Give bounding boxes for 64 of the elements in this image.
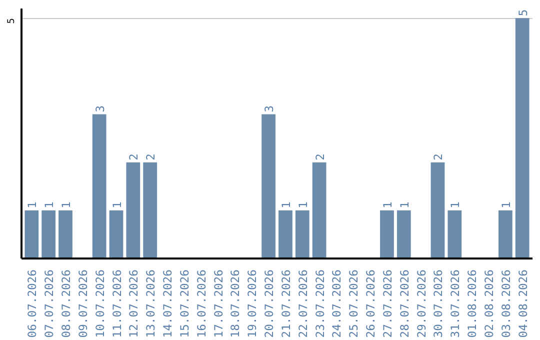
x-tick-label: 25.07.2026 — [346, 269, 361, 338]
bar — [262, 114, 276, 258]
x-tick-label: 03.08.2026 — [498, 269, 513, 338]
x-tick-label: 06.07.2026 — [25, 269, 40, 338]
x-tick-label: 02.08.2026 — [482, 269, 496, 338]
data-label: 2 — [312, 154, 327, 160]
x-tick-label: 07.07.2026 — [42, 269, 56, 338]
x-tick-label: 17.07.2026 — [211, 269, 226, 338]
bar — [42, 210, 56, 258]
x-tick-label: 24.07.2026 — [330, 269, 344, 338]
data-label: 1 — [448, 201, 462, 208]
x-tick-label: 27.07.2026 — [380, 269, 394, 338]
data-label: 1 — [498, 201, 513, 208]
data-label: 2 — [431, 154, 446, 160]
bar — [126, 162, 140, 258]
x-tick-label: 29.07.2026 — [414, 269, 428, 338]
x-tick-label: 19.07.2026 — [245, 269, 260, 338]
bar — [515, 18, 530, 258]
x-tick-label: 20.07.2026 — [262, 269, 276, 338]
bar — [380, 210, 394, 258]
data-label: 3 — [92, 105, 107, 112]
x-tick-label: 11.07.2026 — [110, 269, 124, 338]
data-label: 2 — [144, 154, 158, 160]
bar — [92, 114, 106, 258]
x-tick-label: 09.07.2026 — [76, 269, 90, 338]
data-label: 1 — [58, 201, 73, 208]
x-tick-label: 04.08.2026 — [516, 269, 530, 338]
x-tick-label: 23.07.2026 — [312, 269, 327, 338]
x-tick-label: 01.08.2026 — [465, 269, 480, 338]
x-tick-label: 13.07.2026 — [144, 269, 158, 338]
bar — [430, 162, 445, 258]
bar — [24, 210, 39, 258]
data-label: 3 — [262, 105, 276, 112]
x-tick-label: 22.07.2026 — [296, 269, 310, 338]
data-label: 1 — [42, 201, 56, 208]
x-tick-label: 15.07.2026 — [177, 269, 192, 338]
data-label: 5 — [516, 9, 530, 16]
x-tick-label: 10.07.2026 — [92, 269, 107, 338]
bar — [109, 210, 124, 258]
data-label: 1 — [397, 201, 412, 208]
bar — [498, 210, 512, 258]
data-label: 1 — [296, 201, 310, 208]
x-tick-label: 18.07.2026 — [228, 269, 242, 338]
data-label: 1 — [380, 201, 394, 208]
bar — [295, 210, 310, 258]
x-tick-label: 16.07.2026 — [194, 269, 208, 338]
data-label: 1 — [25, 201, 40, 208]
data-label: 1 — [110, 201, 124, 208]
bar — [448, 210, 462, 258]
x-tick-label: 30.07.2026 — [431, 269, 446, 338]
x-tick-label: 28.07.2026 — [397, 269, 412, 338]
bar — [278, 210, 292, 258]
bar — [312, 162, 326, 258]
data-label: 1 — [278, 201, 293, 208]
x-tick-label: 14.07.2026 — [160, 269, 175, 338]
bar — [58, 210, 72, 258]
bar — [396, 210, 411, 258]
x-tick-label: 31.07.2026 — [448, 269, 462, 338]
x-tick-label: 26.07.2026 — [364, 269, 378, 338]
x-tick-label: 08.07.2026 — [58, 269, 73, 338]
x-tick-label: 12.07.2026 — [126, 269, 141, 338]
data-label: 2 — [126, 154, 141, 160]
x-tick-label: 21.07.2026 — [278, 269, 293, 338]
bar — [143, 162, 158, 258]
